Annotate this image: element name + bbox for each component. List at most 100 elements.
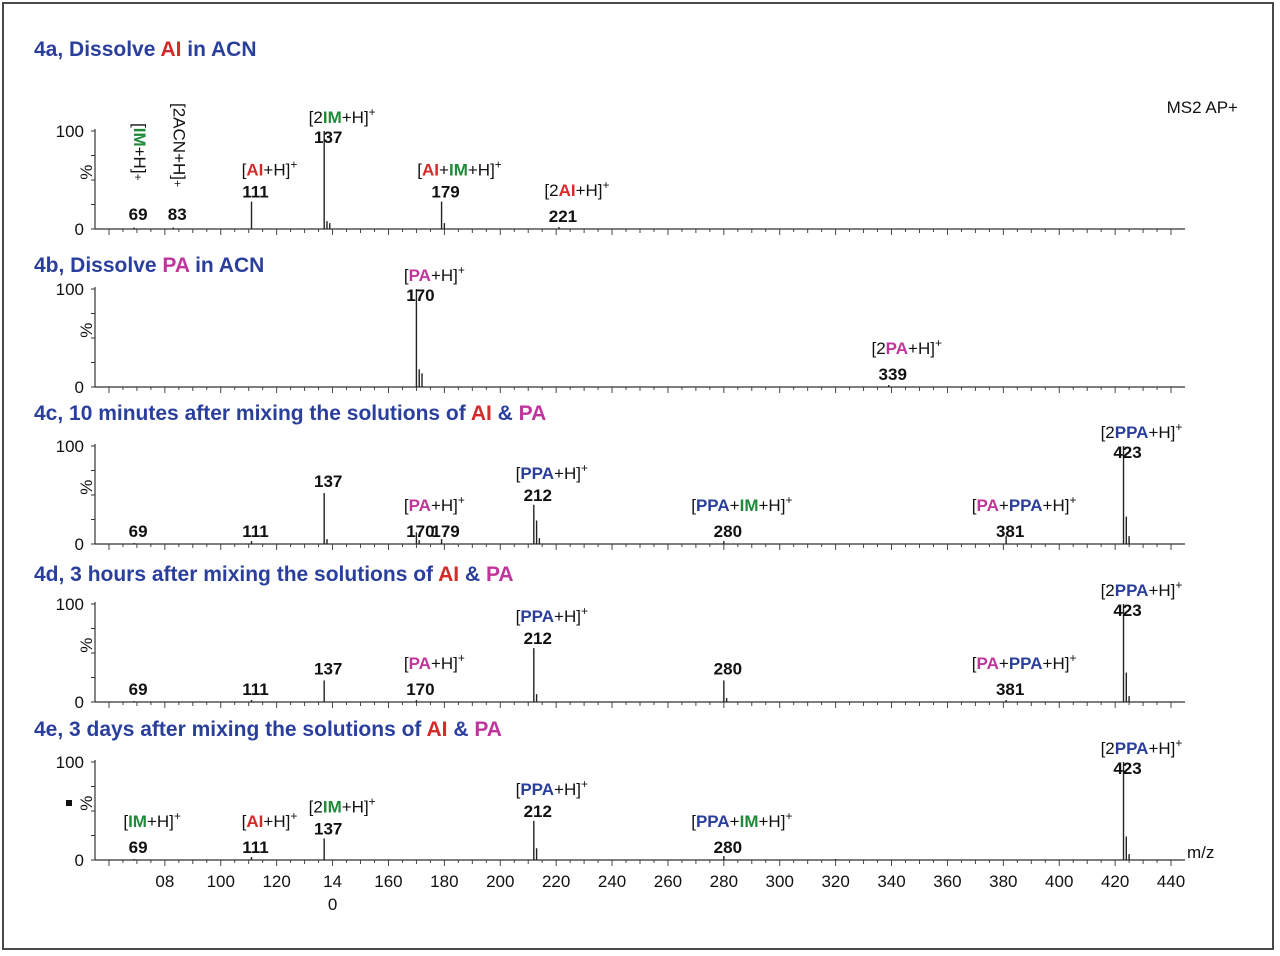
peak-mz-label-111: 111 — [242, 680, 269, 699]
ion-label-111: [AI+H]+ — [242, 809, 298, 831]
ion-label-280: [PPA+IM+H]+ — [691, 809, 792, 831]
ion-label-111: [AI+H]+ — [242, 158, 298, 180]
ion-label-83: [2ACN+H]+ — [169, 103, 188, 187]
x-tick-label-100: 100 — [207, 872, 235, 891]
peak-mz-label-137: 137 — [314, 472, 342, 491]
ion-label-69: [IM+H]+ — [123, 809, 181, 831]
y-min-label: 0 — [75, 378, 84, 397]
peak-mz-label-280: 280 — [714, 659, 742, 678]
ion-label-179: [AI+IM+H]+ — [417, 158, 502, 180]
ion-label-339: [2PA+H]+ — [871, 336, 942, 358]
peak-mz-label-137: 137 — [314, 819, 342, 838]
peak-mz-label-423: 423 — [1113, 443, 1141, 462]
y-min-label: 0 — [75, 535, 84, 554]
peak-mz-label-111: 111 — [242, 183, 269, 202]
peak-mz-label-212: 212 — [524, 486, 552, 505]
peak-mz-label-69: 69 — [129, 205, 148, 224]
peak-mz-label-381: 381 — [996, 680, 1024, 699]
marker-square — [66, 800, 72, 806]
y-max-label: 100 — [56, 280, 84, 299]
ion-label-170: [PA+H]+ — [404, 651, 465, 673]
y-unit-label: % — [77, 480, 96, 495]
peak-mz-label-69: 69 — [129, 680, 148, 699]
y-unit-label: % — [77, 796, 96, 811]
x-tick-label-280: 280 — [710, 872, 738, 891]
ion-label-381: [PA+PPA+H]+ — [972, 493, 1077, 515]
panel-title-3: 4c, 10 minutes after mixing the solution… — [34, 402, 546, 425]
y-max-label: 100 — [56, 753, 84, 772]
x-tick-label-260: 260 — [654, 872, 682, 891]
x-tick-label-140: 14 — [323, 872, 342, 891]
x-tick-label-160: 160 — [374, 872, 402, 891]
spectrum-panel-1: 4a, Dissolve AI in ACN 100 0% [IM+H]+ 69 [2AC… — [34, 38, 1185, 239]
peak-mz-label-83: 83 — [168, 205, 187, 224]
ion-label-170: [PA+H]+ — [404, 263, 465, 285]
x-tick-label-120: 120 — [262, 872, 290, 891]
instrument-label: MS2 AP+ — [1167, 98, 1238, 117]
x-tick-label-300: 300 — [766, 872, 794, 891]
y-min-label: 0 — [75, 851, 84, 870]
x-tick-label-80: 08 — [155, 872, 174, 891]
x-tick-label-420: 420 — [1101, 872, 1129, 891]
peak-mz-label-170: 170 — [406, 680, 434, 699]
peak-mz-label-423: 423 — [1113, 759, 1141, 778]
y-unit-label: % — [77, 323, 96, 338]
peak-mz-label-339: 339 — [879, 365, 907, 384]
x-tick-label-180: 180 — [430, 872, 458, 891]
peak-mz-label-179: 179 — [431, 183, 459, 202]
ion-label-170: [PA+H]+ — [404, 493, 465, 515]
y-min-label: 0 — [75, 693, 84, 712]
x-tick-label-320: 320 — [821, 872, 849, 891]
y-unit-label: % — [77, 165, 96, 180]
spectrum-panel-4: 4d, 3 hours after mixing the solutions o… — [34, 563, 1185, 712]
peak-mz-label-280: 280 — [714, 838, 742, 857]
ion-label-137: [2IM+H]+ — [309, 794, 376, 816]
peak-mz-label-212: 212 — [524, 802, 552, 821]
panel-title-2: 4b, Dissolve PA in ACN — [34, 254, 264, 277]
peak-mz-label-170: 170 — [406, 522, 434, 541]
ion-label-69: [IM+H]+ — [130, 123, 149, 181]
y-max-label: 100 — [56, 595, 84, 614]
x-tick-label-400: 400 — [1045, 872, 1073, 891]
ion-label-280: [PPA+IM+H]+ — [691, 493, 792, 515]
x-tick-label-240: 240 — [598, 872, 626, 891]
ion-label-423: [2PPA+H]+ — [1101, 578, 1183, 600]
peak-mz-label-137: 137 — [314, 128, 342, 147]
spectrum-panel-3: 4c, 10 minutes after mixing the solution… — [34, 402, 1185, 554]
peak-mz-label-381: 381 — [996, 522, 1024, 541]
ion-label-423: [2PPA+H]+ — [1101, 736, 1183, 758]
y-max-label: 100 — [56, 122, 84, 141]
peak-mz-label-280: 280 — [714, 522, 742, 541]
peak-mz-label-423: 423 — [1113, 601, 1141, 620]
peak-mz-label-137: 137 — [314, 659, 342, 678]
y-unit-label: % — [77, 638, 96, 653]
peak-mz-label-221: 221 — [549, 207, 577, 226]
ion-label-221: [2AI+H]+ — [544, 178, 609, 200]
ion-label-423: [2PPA+H]+ — [1101, 420, 1183, 442]
peak-mz-label-69: 69 — [129, 522, 148, 541]
ion-label-212: [PPA+H]+ — [516, 604, 588, 626]
spectrum-panel-5: 4e, 3 days after mixing the solutions of… — [34, 718, 1185, 870]
peak-mz-label-170: 170 — [406, 286, 434, 305]
x-tick-label-220: 220 — [542, 872, 570, 891]
ion-label-381: [PA+PPA+H]+ — [972, 651, 1077, 673]
x-tick-label-340: 340 — [877, 872, 905, 891]
peak-mz-label-111: 111 — [242, 522, 269, 541]
x-tick-label-440: 440 — [1157, 872, 1185, 891]
peak-mz-label-69: 69 — [129, 838, 148, 857]
ion-label-212: [PPA+H]+ — [516, 777, 588, 799]
peak-mz-label-179: 179 — [431, 522, 459, 541]
y-min-label: 0 — [75, 220, 84, 239]
panel-title-1: 4a, Dissolve AI in ACN — [34, 38, 257, 61]
x-tick-label-200: 200 — [486, 872, 514, 891]
peak-mz-label-212: 212 — [524, 629, 552, 648]
x-tick-label-380: 380 — [989, 872, 1017, 891]
x-tick-label-360: 360 — [933, 872, 961, 891]
ion-label-212: [PPA+H]+ — [516, 461, 588, 483]
x-tick-label-stray: 0 — [328, 895, 337, 914]
spectrum-panel-2: 4b, Dissolve PA in ACN 100 0% [PA+H]+170 [2P… — [34, 254, 1185, 397]
ion-label-137: [2IM+H]+ — [309, 105, 376, 127]
panel-title-5: 4e, 3 days after mixing the solutions of… — [34, 718, 502, 741]
